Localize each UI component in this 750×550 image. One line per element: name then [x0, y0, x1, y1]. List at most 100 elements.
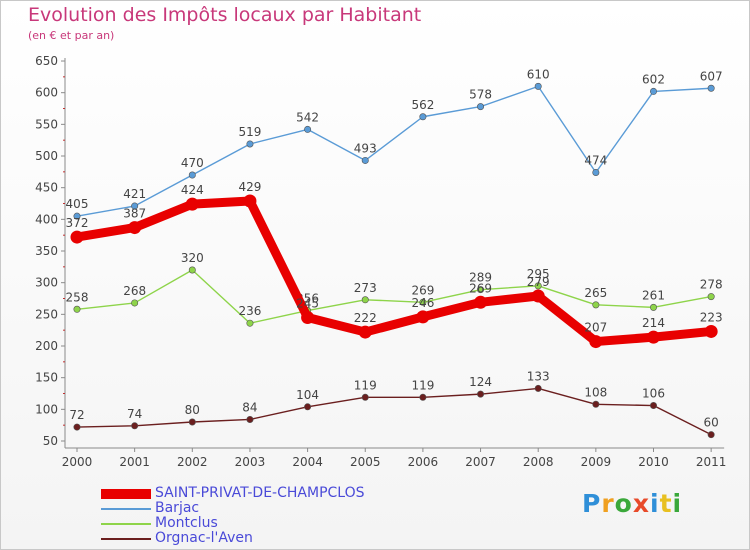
data-point [188, 418, 196, 426]
y-tick-label: 350 [35, 244, 58, 258]
data-point [70, 230, 84, 244]
proxiti-logo: Proxiti [582, 489, 682, 518]
data-label: 278 [700, 278, 723, 292]
data-label: 519 [238, 125, 261, 139]
data-point [358, 325, 372, 339]
logo-letter: o [614, 489, 633, 518]
series-line [76, 387, 712, 436]
data-point [128, 221, 142, 235]
data-point [301, 311, 315, 325]
data-label: 119 [411, 378, 434, 392]
data-label: 474 [584, 153, 607, 167]
data-label: 429 [238, 180, 261, 194]
data-point [304, 403, 312, 411]
data-point [419, 298, 427, 306]
data-point [73, 423, 81, 431]
legend: SAINT-PRIVAT-DE-CHAMPCLOS Barjac Montclu… [101, 486, 365, 546]
x-tick-label: 2010 [638, 455, 669, 469]
data-point [73, 212, 81, 220]
data-point [477, 286, 485, 294]
data-label: 207 [584, 321, 607, 335]
data-point [188, 266, 196, 274]
data-label: 268 [123, 284, 146, 298]
data-point [589, 335, 603, 349]
series-line [72, 196, 716, 347]
data-point [534, 384, 542, 392]
data-label: 84 [242, 400, 257, 414]
legend-swatch [101, 507, 151, 510]
data-label: 602 [642, 72, 665, 86]
data-point [707, 431, 715, 439]
data-point [185, 197, 199, 211]
legend-label: Montclus [155, 515, 218, 531]
logo-letter: t [659, 489, 673, 518]
y-tick-label: 500 [35, 149, 58, 163]
data-label: 214 [642, 316, 665, 330]
data-label: 470 [181, 156, 204, 170]
chart-subtitle: (en € et par an) [28, 29, 115, 42]
data-label: 320 [181, 251, 204, 265]
data-label: 133 [527, 369, 550, 383]
x-tick-label: 2007 [465, 455, 496, 469]
y-tick-label: 50 [43, 434, 58, 448]
x-tick-label: 2009 [581, 455, 612, 469]
series-line [76, 269, 712, 324]
data-label: 223 [700, 310, 723, 324]
x-tick-label: 2004 [292, 455, 323, 469]
logo-letter: r [601, 489, 615, 518]
data-point [647, 330, 660, 344]
y-tick-label: 250 [35, 307, 58, 321]
data-label: 562 [411, 98, 434, 112]
data-label: 258 [66, 290, 89, 304]
data-label: 405 [66, 197, 89, 211]
data-label: 493 [354, 141, 377, 155]
data-label: 542 [296, 110, 319, 124]
legend-item: Montclus [101, 516, 365, 531]
data-point [477, 390, 485, 398]
legend-item: Orgnac-l'Aven [101, 531, 365, 546]
data-label: 74 [127, 407, 142, 421]
y-tick-label: 400 [35, 212, 58, 226]
data-point [592, 400, 600, 408]
legend-swatch [101, 522, 151, 525]
data-point [419, 393, 427, 401]
data-label: 269 [469, 281, 492, 295]
data-point [361, 296, 369, 304]
legend-item: Barjac [101, 501, 365, 516]
y-tick-label: 300 [35, 276, 58, 290]
y-tick-label: 600 [35, 86, 58, 100]
data-point [649, 402, 657, 410]
chart-title: Evolution des Impôts locaux par Habitant [28, 4, 422, 26]
data-point [474, 295, 488, 309]
data-point [416, 310, 430, 324]
data-label: 424 [181, 183, 204, 197]
data-point [243, 194, 257, 208]
y-tick-label: 150 [35, 371, 58, 385]
legend-item: SAINT-PRIVAT-DE-CHAMPCLOS [101, 486, 365, 501]
data-point [592, 301, 600, 309]
data-label: 72 [69, 408, 84, 422]
data-label: 279 [527, 275, 550, 289]
data-point [649, 303, 657, 311]
data-point [477, 103, 485, 111]
y-tick-label: 550 [35, 117, 58, 131]
data-label: 104 [296, 388, 319, 402]
data-label: 245 [296, 297, 319, 311]
data-label: 124 [469, 375, 492, 389]
legend-label: SAINT-PRIVAT-DE-CHAMPCLOS [155, 485, 365, 501]
y-tick-label: 200 [35, 339, 58, 353]
data-label: 607 [700, 69, 723, 83]
data-label: 269 [411, 283, 434, 297]
data-point [131, 202, 139, 210]
legend-swatch [101, 537, 151, 540]
data-label: 578 [469, 88, 492, 102]
data-point [534, 82, 542, 90]
legend-label: Orgnac-l'Aven [155, 530, 253, 546]
data-label: 387 [123, 207, 146, 221]
data-label: 60 [704, 416, 719, 430]
legend-swatch [101, 488, 151, 499]
x-tick-label: 2011 [696, 455, 727, 469]
y-tick-label: 100 [35, 402, 58, 416]
